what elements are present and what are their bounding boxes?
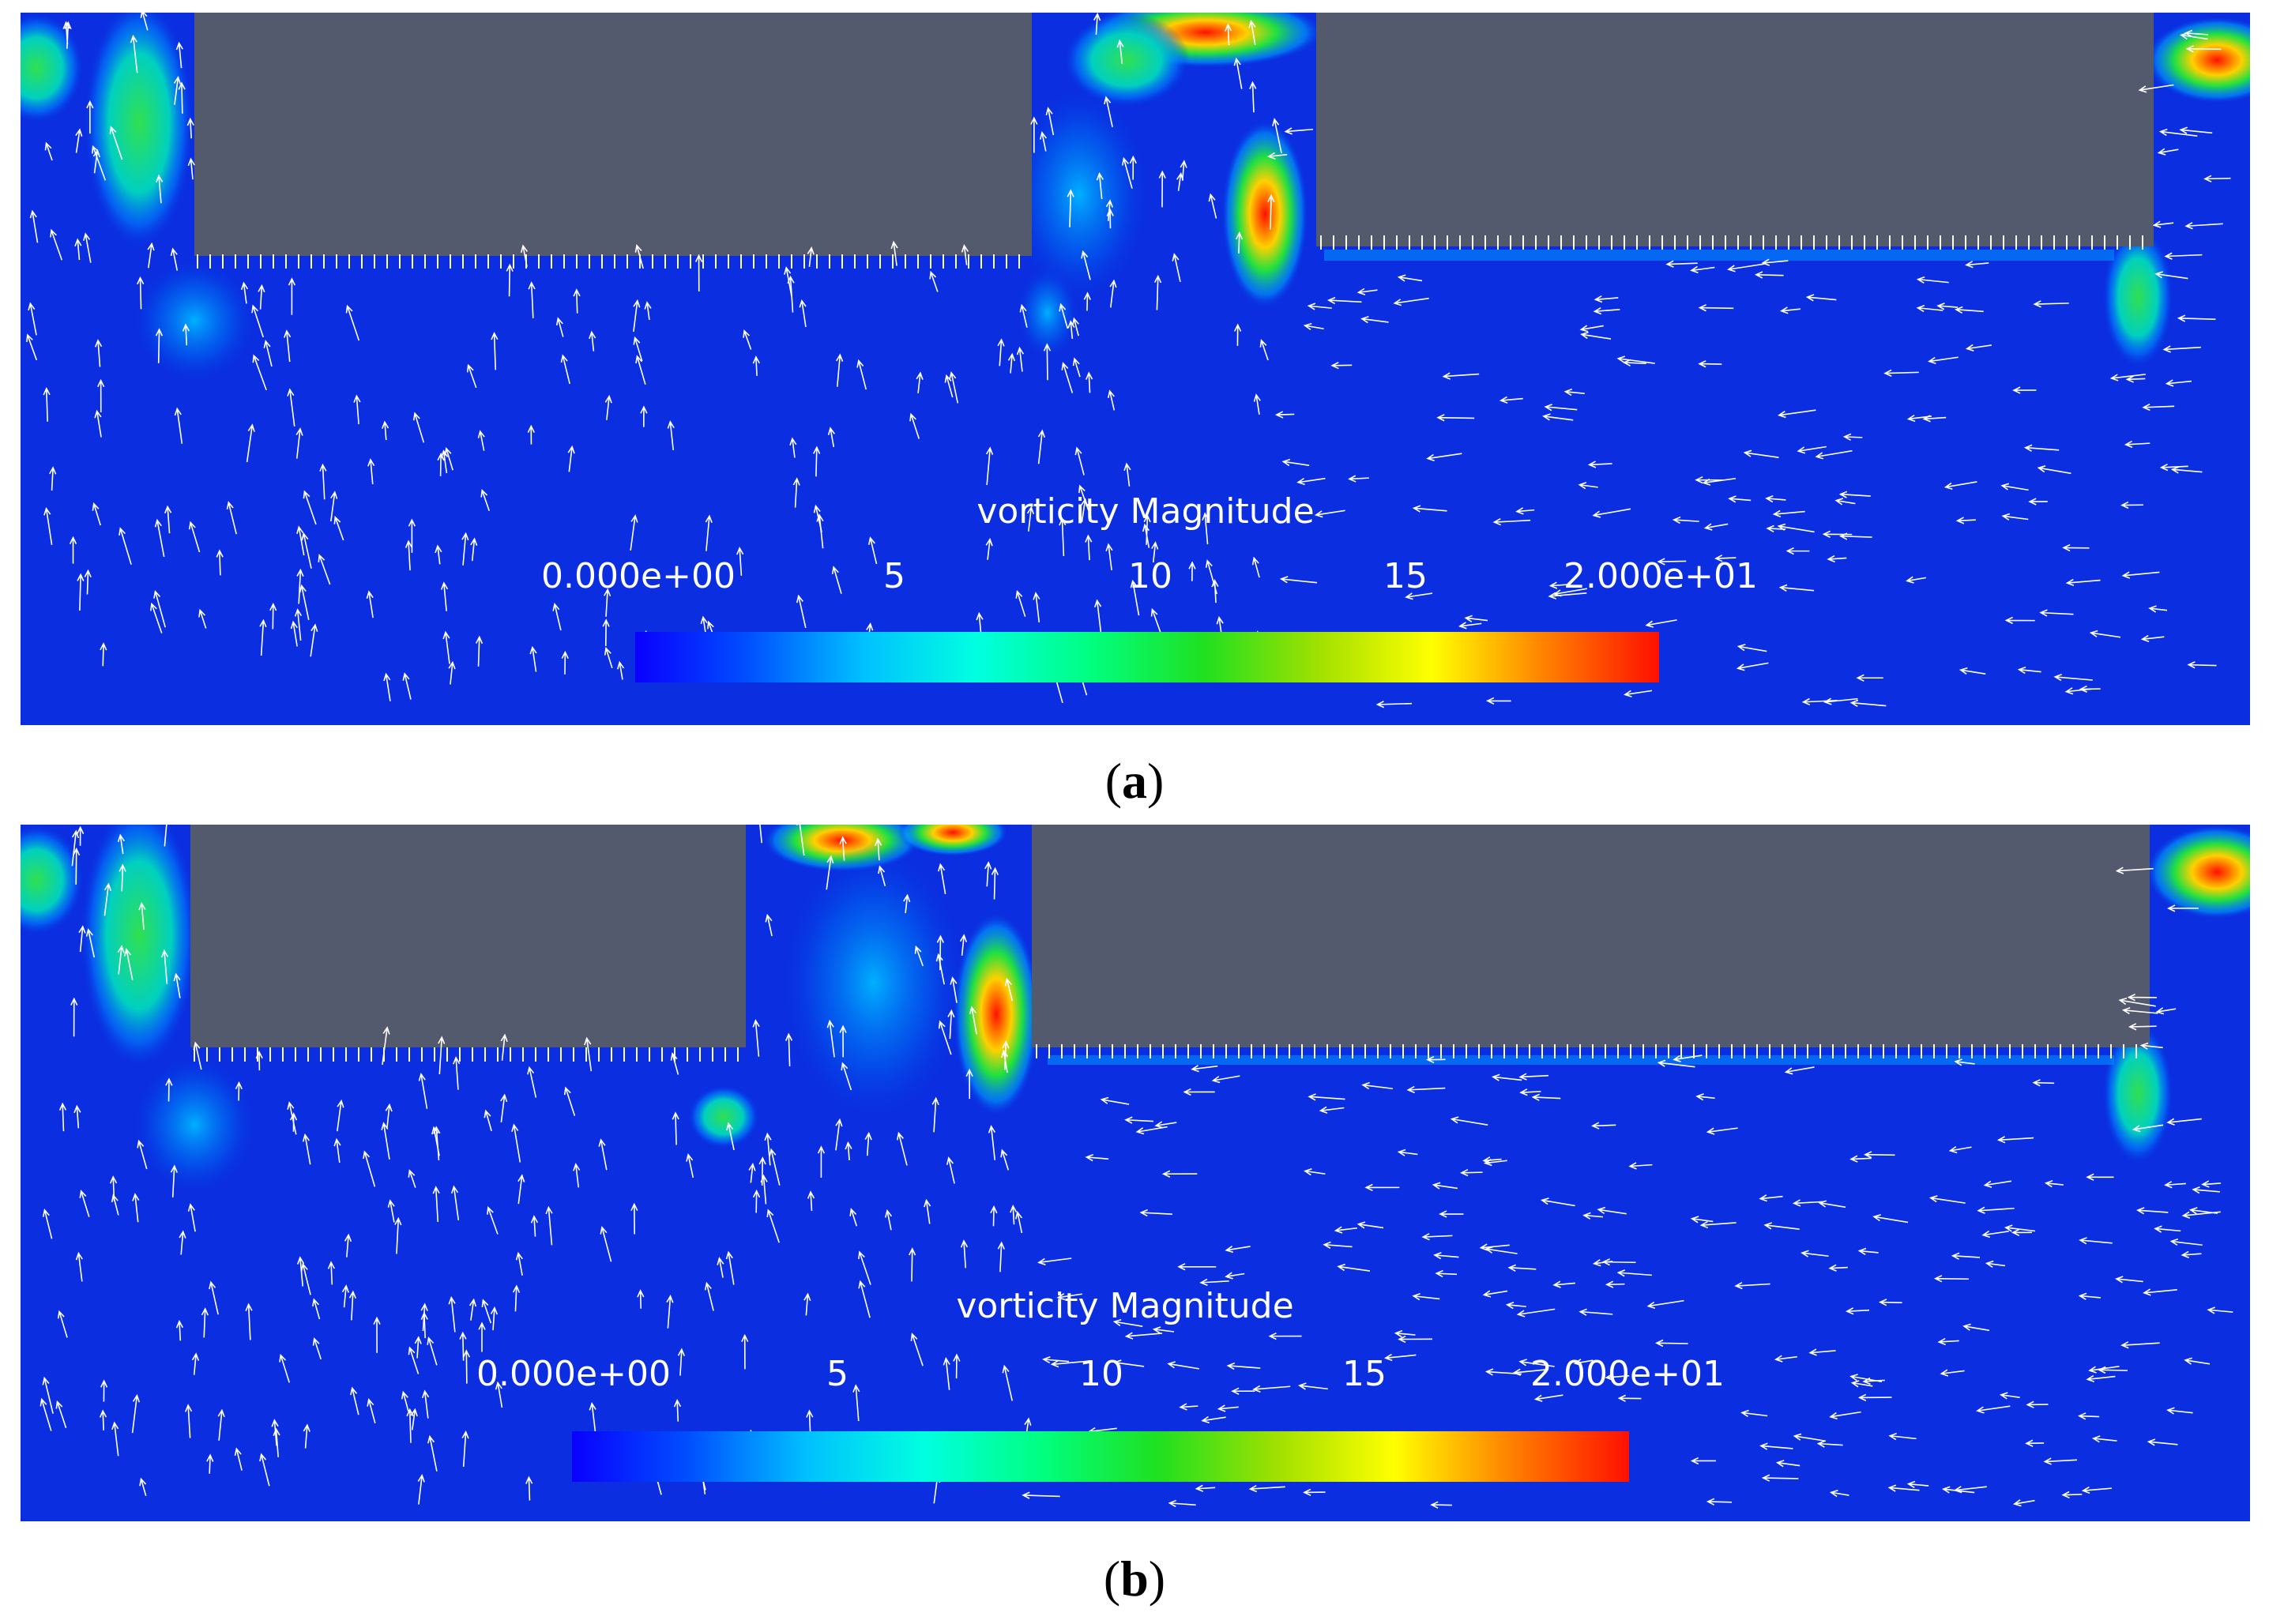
colorbar-tick: 15 — [1342, 1354, 1387, 1394]
colorbar-title: vorticity Magnitude — [976, 491, 1315, 532]
colorbar-tick: 2.000e+01 — [1563, 556, 1758, 596]
obstacle-block-right — [1316, 13, 2154, 246]
colorbar-tick: 5 — [883, 556, 905, 596]
panel-caption: (a) — [1104, 753, 1165, 809]
colorbar-tick: 2.000e+01 — [1530, 1354, 1725, 1394]
colorbar-tick: 10 — [1079, 1354, 1123, 1394]
colorbar-tick: 5 — [826, 1354, 849, 1394]
obstacle-block-right — [1032, 825, 2150, 1047]
obstacle-block-left — [190, 825, 746, 1047]
vorticity-plot-b: vorticity Magnitude 0.000e+00 5 10 15 2.… — [21, 825, 2250, 1521]
obstacle-block-left — [194, 13, 1032, 256]
field-a — [21, 13, 2250, 725]
colorbar-tick: 0.000e+00 — [541, 556, 736, 596]
colorbar — [572, 1431, 1629, 1482]
vorticity-plot-a: vorticity Magnitude 0.000e+00 5 10 15 2.… — [21, 13, 2250, 725]
colorbar — [635, 632, 1659, 682]
colorbar-title: vorticity Magnitude — [956, 1286, 1294, 1326]
panel-caption: (b) — [1103, 1551, 1166, 1607]
field-b — [21, 825, 2250, 1521]
colorbar-tick: 0.000e+00 — [476, 1354, 671, 1394]
colorbar-tick: 15 — [1383, 556, 1428, 596]
colorbar-tick: 10 — [1128, 556, 1172, 596]
